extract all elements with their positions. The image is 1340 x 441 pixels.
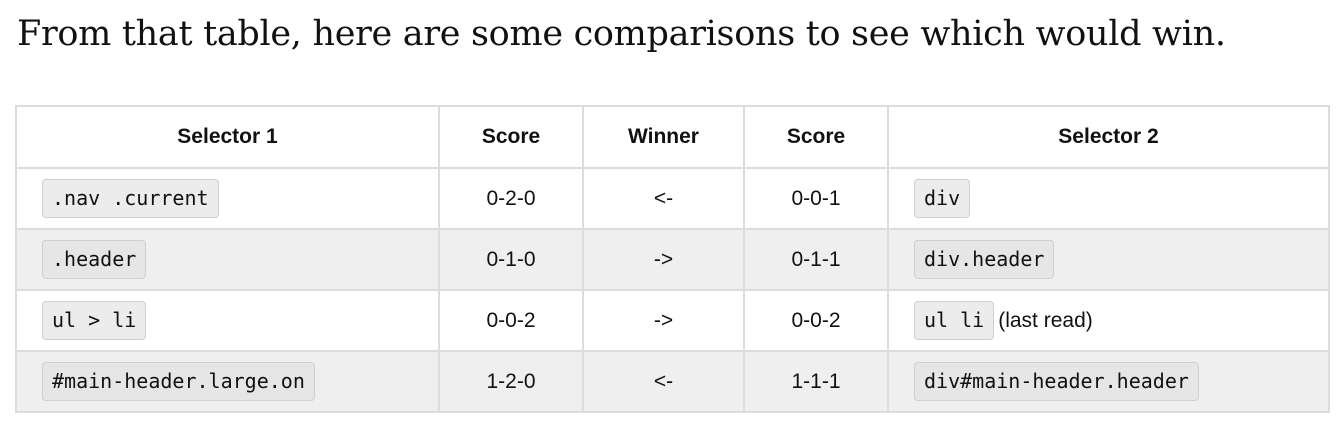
selector-2-code: div#main-header.header [914,362,1199,401]
table-row: #main-header.large.on 1-2-0 <- 1-1-1 div… [15,350,1330,413]
intro-paragraph: From that table, here are some compariso… [17,14,1226,54]
selector-2-cell: div [887,167,1330,230]
selector-1-cell: #main-header.large.on [15,350,440,413]
score-2-cell: 1-1-1 [743,350,889,413]
table-row: .nav .current 0-2-0 <- 0-0-1 div [15,167,1330,230]
header-winner: Winner [582,105,745,169]
score-1-cell: 0-0-2 [438,289,584,352]
selector-2-code: div.header [914,240,1055,279]
header-score-2: Score [743,105,889,169]
selector-1-cell: .nav .current [15,167,440,230]
selector-1-code: .header [42,240,147,279]
score-1-cell: 0-2-0 [438,167,584,230]
score-2-cell: 0-0-1 [743,167,889,230]
score-2-cell: 0-0-2 [743,289,889,352]
score-2-cell: 0-1-1 [743,228,889,291]
score-1-cell: 1-2-0 [438,350,584,413]
selector-1-code: ul > li [42,301,147,340]
selector-1-code: #main-header.large.on [42,362,315,401]
winner-cell: <- [582,350,745,413]
selector-2-code: div [914,179,971,218]
table-row: ul > li 0-0-2 -> 0-0-2 ul li (last read) [15,289,1330,352]
selector-1-cell: ul > li [15,289,440,352]
specificity-comparison-table: Selector 1 Score Winner Score Selector 2… [15,105,1330,413]
selector-2-cell: div.header [887,228,1330,291]
selector-2-code: ul li [914,301,995,340]
selector-2-cell: div#main-header.header [887,350,1330,413]
table-header-row: Selector 1 Score Winner Score Selector 2 [15,105,1330,169]
selector-1-cell: .header [15,228,440,291]
winner-cell: <- [582,167,745,230]
selector-2-note: (last read) [998,308,1093,332]
table-row: .header 0-1-0 -> 0-1-1 div.header [15,228,1330,291]
header-selector-1: Selector 1 [15,105,440,169]
winner-cell: -> [582,289,745,352]
selector-1-code: .nav .current [42,179,219,218]
score-1-cell: 0-1-0 [438,228,584,291]
header-score-1: Score [438,105,584,169]
winner-cell: -> [582,228,745,291]
selector-2-cell: ul li (last read) [887,289,1330,352]
header-selector-2: Selector 2 [887,105,1330,169]
